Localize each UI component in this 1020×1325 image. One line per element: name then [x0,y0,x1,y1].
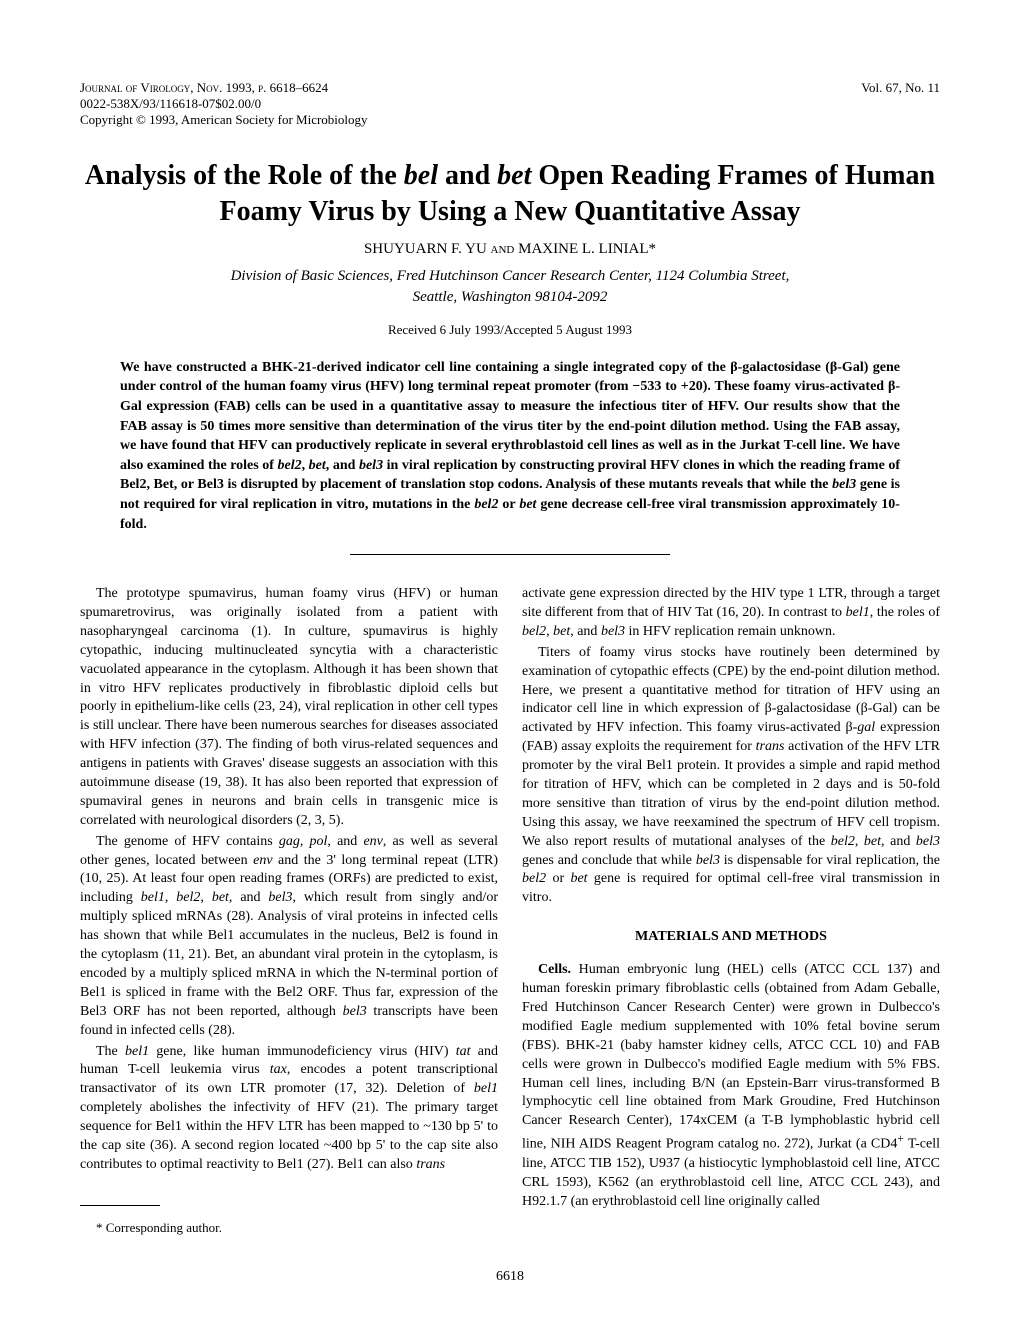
intro-para-1: The prototype spumavirus, human foamy vi… [80,585,498,831]
section-divider [350,554,670,555]
methods-cells-para: Cells. Human embryonic lung (HEL) cells … [522,961,940,1211]
intro-para-2: The genome of HFV contains gag, pol, and… [80,833,498,1041]
intro-para-5: Titers of foamy virus stocks have routin… [522,644,940,908]
vol-issue: Vol. 67, No. 11 [861,80,940,128]
journal-page: Journal of Virology, Nov. 1993, p. 6618–… [0,0,1020,1325]
issn-line: 0022-538X/93/116618-07$02.00/0 [80,96,368,112]
corresponding-author-footnote: * Corresponding author. [80,1219,498,1237]
article-title: Analysis of the Role of the bel and bet … [80,158,940,231]
left-column: The prototype spumavirus, human foamy vi… [80,585,498,1249]
materials-methods-heading: MATERIALS AND METHODS [522,928,940,947]
received-date: Received 6 July 1993/Accepted 5 August 1… [80,322,940,338]
journal-line: Journal of Virology, Nov. 1993, p. 6618–… [80,80,368,96]
header-left: Journal of Virology, Nov. 1993, p. 6618–… [80,80,368,128]
intro-para-3: The bel1 gene, like human immunodeficien… [80,1043,498,1175]
page-number: 6618 [80,1269,940,1285]
body-columns: The prototype spumavirus, human foamy vi… [80,585,940,1249]
right-column: activate gene expression directed by the… [522,585,940,1249]
header-row: Journal of Virology, Nov. 1993, p. 6618–… [80,80,940,128]
abstract: We have constructed a BHK-21-derived ind… [120,358,900,534]
copyright-line: Copyright © 1993, American Society for M… [80,112,368,128]
authors: SHUYUARN F. YU and MAXINE L. LINIAL* [80,241,940,258]
intro-para-4: activate gene expression directed by the… [522,585,940,642]
footnote-rule [80,1205,160,1206]
affiliation: Division of Basic Sciences, Fred Hutchin… [80,266,940,308]
